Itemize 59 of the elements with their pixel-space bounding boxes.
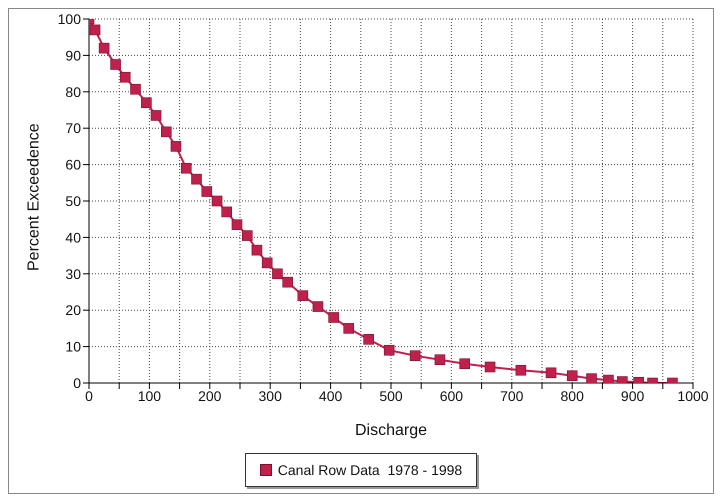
point <box>130 84 141 95</box>
x-tick-label: 500 <box>379 388 403 404</box>
x-tick-label: 300 <box>258 388 282 404</box>
point <box>90 24 100 36</box>
y-tick-label: 90 <box>65 47 82 64</box>
point <box>150 110 162 121</box>
point <box>212 196 222 206</box>
legend-label: Canal Row Data 1978 - 1998 <box>278 462 462 478</box>
y-tick-label: 10 <box>65 338 82 355</box>
point <box>201 186 212 197</box>
point <box>141 97 152 108</box>
x-tick-label: 1000 <box>677 388 709 404</box>
point <box>262 258 272 268</box>
point <box>120 72 131 83</box>
x-tick-label: 200 <box>198 388 222 404</box>
point <box>410 350 420 361</box>
y-tick-label: 20 <box>65 302 82 318</box>
point <box>191 174 202 184</box>
point <box>459 358 470 370</box>
x-tick-label: 600 <box>440 388 464 404</box>
y-tick-label: 50 <box>65 192 82 209</box>
y-tick-label: 80 <box>65 84 82 100</box>
x-tick-label: 700 <box>500 388 524 404</box>
y-tick-label: 70 <box>65 120 82 136</box>
point <box>242 230 253 241</box>
point <box>484 362 496 372</box>
point <box>252 244 262 256</box>
point <box>384 344 394 356</box>
point <box>161 126 172 138</box>
x-axis-title: Discharge <box>354 422 428 439</box>
x-tick-label: 800 <box>560 388 584 404</box>
point <box>282 276 294 288</box>
point <box>272 268 283 280</box>
x-tick-label: 900 <box>620 388 644 404</box>
x-tick-label: 400 <box>318 388 342 404</box>
point <box>586 373 597 383</box>
y-tick-label: 0 <box>73 374 82 391</box>
y-axis-title: Percent Exceedence <box>26 123 43 271</box>
point <box>232 219 242 230</box>
y-tick-label: 40 <box>65 229 82 246</box>
y-tick-label: 100 <box>58 10 82 27</box>
point <box>343 323 354 334</box>
point <box>363 334 374 345</box>
point <box>170 141 182 152</box>
point <box>434 354 446 366</box>
point <box>298 290 308 301</box>
point <box>566 370 578 382</box>
point <box>312 301 324 312</box>
x-tick-label: 100 <box>138 388 162 404</box>
y-tick-label: 60 <box>65 156 82 173</box>
point <box>221 206 232 218</box>
point <box>516 364 526 376</box>
point <box>110 59 121 70</box>
y-tick-label: 30 <box>65 266 82 282</box>
x-tick-label: 0 <box>85 388 94 404</box>
point <box>328 312 339 323</box>
point <box>546 368 556 378</box>
point <box>180 162 192 174</box>
point <box>98 42 110 54</box>
